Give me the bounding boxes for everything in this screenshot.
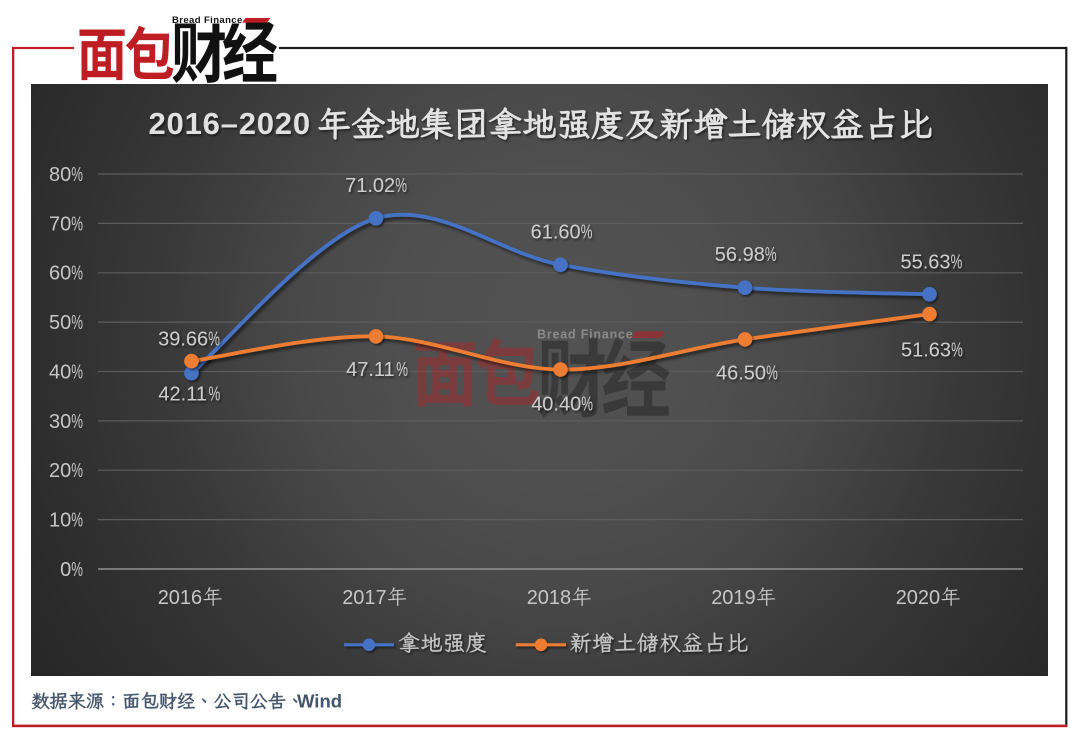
svg-text:%: % xyxy=(71,558,83,580)
svg-text:%: % xyxy=(71,410,83,432)
svg-text:46.50: 46.50 xyxy=(716,363,766,385)
svg-text:42.11: 42.11 xyxy=(158,383,207,405)
svg-text:%: % xyxy=(71,213,83,235)
svg-text:2019: 2019 xyxy=(711,587,756,609)
svg-text:Wind: Wind xyxy=(297,691,342,712)
svg-text:%: % xyxy=(765,243,777,265)
svg-text:55.63: 55.63 xyxy=(901,251,951,273)
svg-text:2020: 2020 xyxy=(896,587,941,609)
svg-text:%: % xyxy=(71,509,83,531)
svg-text:%: % xyxy=(71,459,83,481)
svg-text:%: % xyxy=(71,311,83,333)
svg-text:60: 60 xyxy=(49,263,71,285)
svg-text:40.40: 40.40 xyxy=(531,393,581,415)
svg-text:%: % xyxy=(395,174,407,196)
svg-text:2016: 2016 xyxy=(158,587,203,609)
svg-text:2018: 2018 xyxy=(527,587,572,609)
svg-text:Bread Finance: Bread Finance xyxy=(537,328,634,342)
svg-text:0: 0 xyxy=(60,559,71,581)
svg-text:%: % xyxy=(209,383,221,405)
svg-text:%: % xyxy=(71,163,83,185)
svg-text:%: % xyxy=(208,328,220,350)
svg-text:70: 70 xyxy=(49,213,71,235)
svg-text:%: % xyxy=(951,251,963,273)
svg-text:71.02: 71.02 xyxy=(345,175,395,197)
svg-text:Bread Finance: Bread Finance xyxy=(172,15,243,26)
svg-text:%: % xyxy=(71,262,83,284)
svg-text:%: % xyxy=(71,361,83,383)
svg-text:%: % xyxy=(951,339,963,361)
svg-text:%: % xyxy=(581,221,593,243)
svg-text:51.63: 51.63 xyxy=(901,339,951,361)
svg-text:2016–2020: 2016–2020 xyxy=(149,106,311,141)
svg-text:39.66: 39.66 xyxy=(158,328,208,350)
svg-text:%: % xyxy=(396,358,408,380)
svg-text:30: 30 xyxy=(49,411,71,433)
svg-text:10: 10 xyxy=(49,510,71,532)
svg-text:61.60: 61.60 xyxy=(531,222,581,244)
svg-text:40: 40 xyxy=(49,361,71,383)
svg-text:20: 20 xyxy=(49,460,71,482)
svg-text:56.98: 56.98 xyxy=(715,244,765,266)
svg-text:%: % xyxy=(581,393,593,415)
svg-text:50: 50 xyxy=(49,312,71,334)
svg-text:80: 80 xyxy=(49,164,71,186)
svg-text:%: % xyxy=(766,362,778,384)
svg-text:47.11: 47.11 xyxy=(346,359,395,381)
svg-text:2017: 2017 xyxy=(342,587,387,609)
